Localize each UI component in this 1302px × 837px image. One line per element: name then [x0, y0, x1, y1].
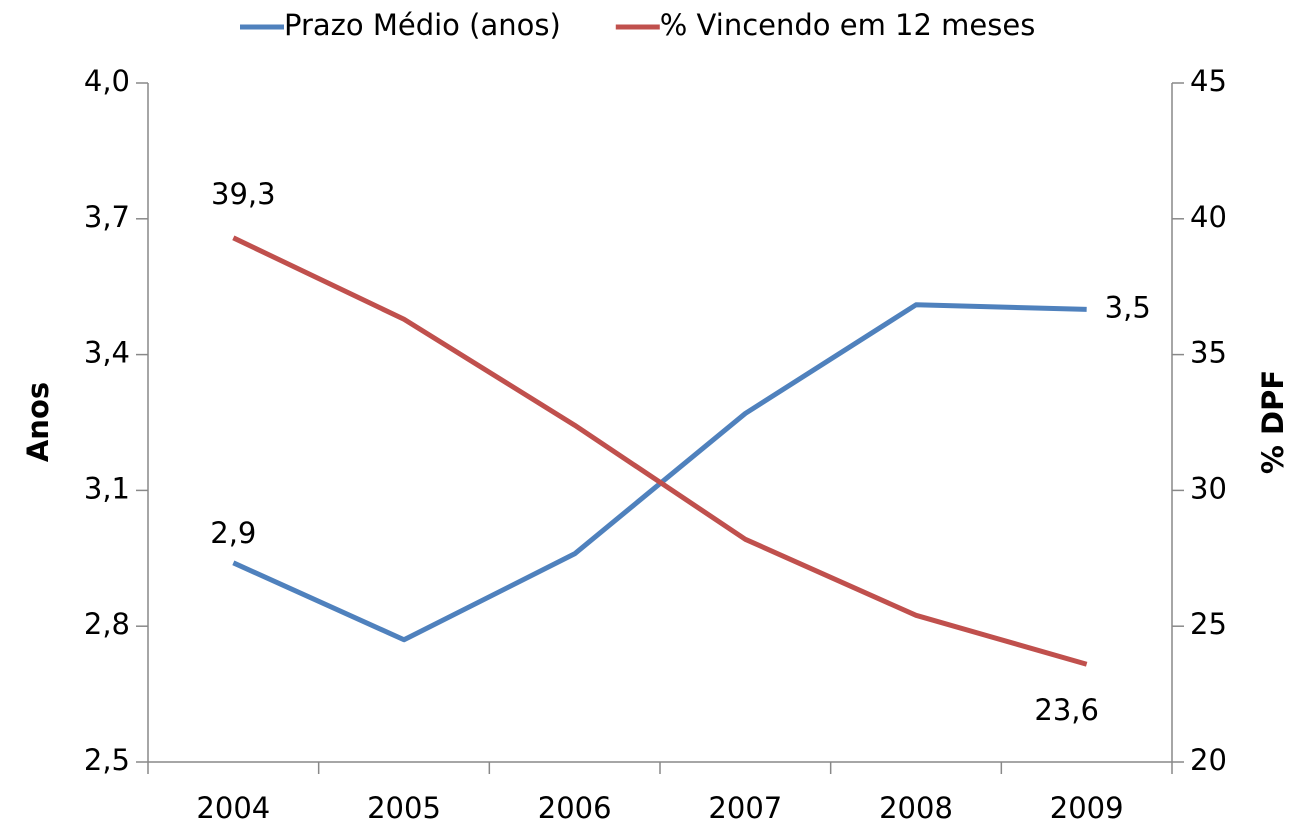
y2-tick-label: 20: [1190, 743, 1227, 777]
x-tick-label: 2004: [196, 791, 270, 825]
y-tick-label: 3,1: [84, 471, 130, 505]
data-label: 3,5: [1105, 290, 1151, 324]
y2-tick-label: 35: [1190, 336, 1227, 370]
y-tick-label: 3,7: [84, 200, 130, 234]
y2-tick-label: 30: [1190, 471, 1227, 505]
legend-label: Prazo Médio (anos): [284, 8, 561, 42]
y-tick-label: 2,8: [84, 607, 130, 641]
legend-label: % Vincendo em 12 meses: [660, 8, 1036, 42]
x-tick-label: 2008: [879, 791, 953, 825]
y-tick-label: 4,0: [84, 64, 130, 98]
data-label: 23,6: [1034, 693, 1099, 727]
series-line: [232, 302, 1087, 643]
data-label: 39,3: [211, 177, 276, 211]
y-axis-label: Anos: [21, 382, 55, 462]
y2-tick-label: 45: [1190, 64, 1227, 98]
y2-tick-label: 40: [1190, 200, 1227, 234]
series-line: [232, 235, 1088, 667]
y2-axis-label: % DPF: [1256, 370, 1290, 474]
data-label: 2,9: [210, 516, 256, 550]
y-tick-label: 3,4: [84, 336, 130, 370]
x-tick-label: 2009: [1050, 791, 1124, 825]
x-tick-label: 2007: [708, 791, 782, 825]
y2-tick-label: 25: [1190, 607, 1227, 641]
x-tick-label: 2005: [367, 791, 441, 825]
y-tick-label: 2,5: [84, 743, 130, 777]
x-tick-label: 2006: [538, 791, 612, 825]
